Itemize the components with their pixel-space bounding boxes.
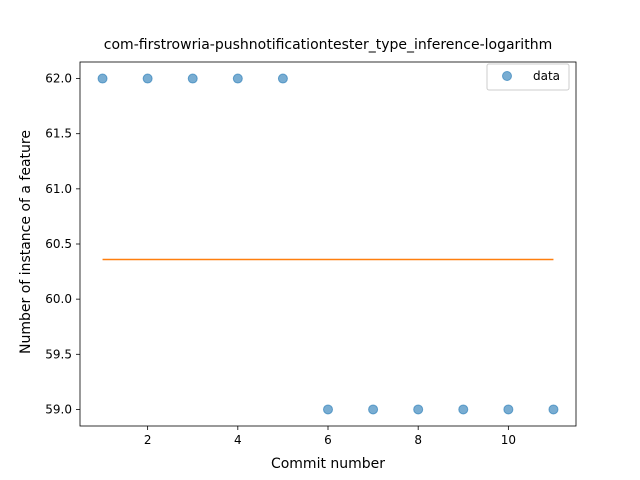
y-tick-label: 62.0 xyxy=(45,72,72,86)
legend-box xyxy=(486,63,570,91)
y-tick-label: 59.5 xyxy=(45,347,72,361)
legend: data xyxy=(486,63,570,91)
data-point xyxy=(187,73,198,84)
axes-frame xyxy=(79,61,577,427)
y-tick-label: 61.0 xyxy=(45,182,72,196)
y-tick-label: 60.5 xyxy=(45,237,72,251)
x-tick-label: 8 xyxy=(414,433,422,447)
data-point xyxy=(97,73,108,84)
chart-title: com-firstrowria-pushnotificationtester_t… xyxy=(104,37,552,53)
data-point xyxy=(368,404,379,415)
plot-area: 2 4 6 8 10 59.0 59.5 60.0 60.5 61.0 61.5 62.0 xyxy=(45,61,577,447)
data-point xyxy=(548,404,559,415)
data-point xyxy=(503,404,514,415)
x-tick-label: 10 xyxy=(501,433,516,447)
x-tick-label: 2 xyxy=(144,433,152,447)
data-point xyxy=(277,73,288,84)
data-point xyxy=(458,404,469,415)
y-axis-label: Number of instance of a feature xyxy=(18,130,34,354)
data-point xyxy=(413,404,424,415)
y-tick-label: 60.0 xyxy=(45,292,72,306)
data-point xyxy=(323,404,333,415)
x-tick-label: 4 xyxy=(234,433,242,447)
data-point xyxy=(142,73,153,84)
y-tick-label: 61.5 xyxy=(45,127,72,141)
x-tick-label: 6 xyxy=(324,433,332,447)
data-point xyxy=(232,73,243,84)
legend-label-data: data xyxy=(533,69,560,83)
legend-marker-data xyxy=(502,71,512,81)
x-axis-label: Commit number xyxy=(271,456,385,472)
y-tick-label: 59.0 xyxy=(45,402,72,416)
